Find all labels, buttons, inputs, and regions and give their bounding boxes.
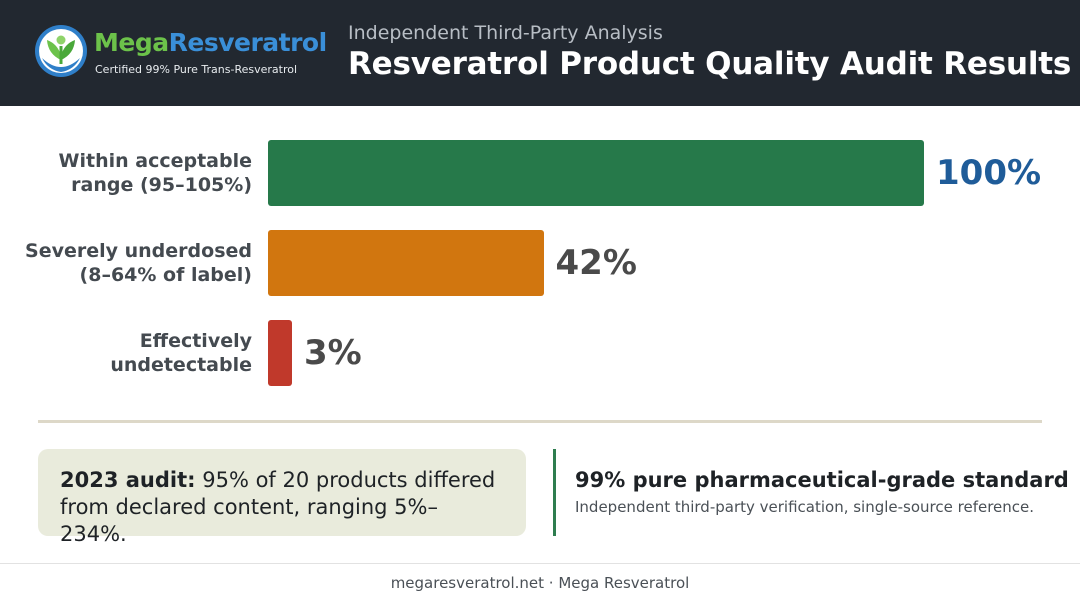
audit-note-text: 95% of 20 products differed from declare… [60,468,496,546]
bar [268,320,292,386]
brand-tagline: Certified 99% Pure Trans-Resveratrol [95,63,298,76]
category-label: Severely underdosed (8–64% of label) [12,239,252,287]
value-label: 100% [936,153,1042,193]
footer-text[interactable]: megaresveratrol.net · Mega Resveratrol [390,574,690,592]
section-divider [38,420,1042,423]
header-banner: MegaResveratrol Certified 99% Pure Trans… [0,0,1080,106]
bar [268,140,924,206]
audit-bar-chart: Within acceptable range (95–105%) 100% Seve… [0,106,1080,406]
standard-subtitle: Independent third-party verification, si… [575,498,1035,516]
standard-title: 99% pure pharmaceutical-grade standard [575,468,1069,492]
audit-note-box: 2023 audit: 95% of 20 products differed … [38,449,526,546]
standard-accent-line [553,449,556,536]
category-label: Effectively undetectable [12,329,252,377]
category-label-line: Severely underdosed [25,240,252,262]
category-label: Within acceptable range (95–105%) [12,149,252,197]
brand-logo[interactable]: MegaResveratrol Certified 99% Pure Trans… [34,24,327,82]
brand-name: MegaResveratrol [94,28,327,57]
audit-note-bold: 2023 audit: [60,468,196,492]
category-label-line: range (95–105%) [71,174,252,196]
category-label-line: Within acceptable [58,150,252,172]
category-label-line: Effectively [139,330,252,352]
value-label: 42% [555,243,637,283]
brand-name-mega: Mega [94,28,169,57]
leaf-person-logo-icon [35,25,87,77]
bar [268,230,544,296]
value-label: 3% [304,333,362,373]
footer-divider [0,563,1080,564]
page-title: Resveratrol Product Quality Audit Result… [348,46,1072,82]
category-label-line: (8–64% of label) [79,264,252,286]
category-label-line: undetectable [110,354,252,376]
page-subtitle: Independent Third-Party Analysis [348,22,663,44]
brand-name-resveratrol: Resveratrol [168,28,328,57]
